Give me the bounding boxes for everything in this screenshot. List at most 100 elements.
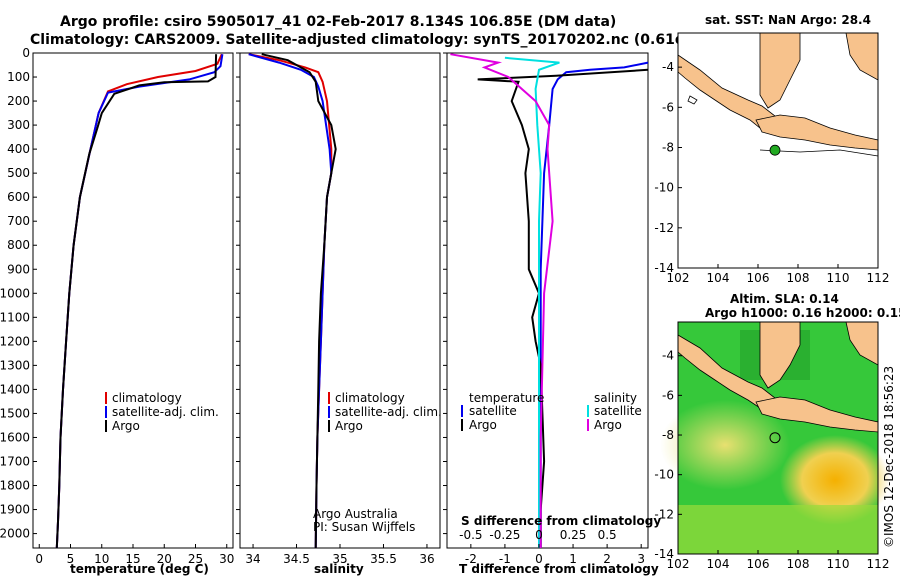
credit-argo-australia: Argo Australia [313,507,398,521]
map-y-tick-label: -8 [662,428,674,442]
x-tick-label: 36 [419,552,434,566]
title-line-1: Argo profile: csiro 5905017_41 02-Feb-20… [60,14,616,30]
x-tick-label: 3 [637,552,645,566]
x-tick-label: -1 [499,552,511,566]
map-y-tick-label: -4 [662,60,674,74]
map-x-tick-label: 112 [867,557,890,571]
series-s-argo [450,53,554,548]
x-tick-label: 20 [157,552,172,566]
depth-tick-label: 1000 [0,286,30,300]
salinity-lines [248,53,337,549]
map-y-tick-label: -4 [662,349,674,363]
sla-high-patch-east [780,435,890,525]
x-tick-label: 0 [35,552,43,566]
series-s-satellite [504,56,560,548]
difference-legend: temperature satellite Argo salinity sate… [461,391,642,432]
sst-map-frame [677,32,879,269]
sla-map-axes: 102 104 106 108 110 112 -4 -6 -8 -10 -12 -14 [654,349,889,571]
x-tick-label: 30 [219,552,234,566]
depth-tick-label: 900 [7,262,30,276]
depth-tick-label: 2000 [0,527,30,541]
map-y-tick-label: -14 [654,261,674,275]
s-diff-tick-label: -0.5 [459,528,482,542]
depth-tick-label: 1100 [0,310,30,324]
map-y-tick-label: -12 [654,507,674,521]
depth-tick-label: 300 [7,118,30,132]
x-tick-label: 0 [535,552,543,566]
x-tick-label: 1 [569,552,577,566]
map-x-tick-label: 112 [867,271,890,285]
x-tick-label: 34.5 [283,552,310,566]
series-argo [55,54,218,549]
legend-t-satellite-label: satellite [469,404,517,418]
map-x-tick-label: 102 [667,557,690,571]
series-t-satellite [539,61,649,548]
depth-tick-label: 600 [7,190,30,204]
sla-map-title-2: Argo h1000: 0.16 h2000: 0.15 [705,306,900,320]
argo-float-marker [769,144,781,156]
legend-climatology-label: climatology [335,391,405,405]
depth-tick-label: 1300 [0,358,30,372]
salinity-plot-frame [239,52,441,549]
map-y-tick-label: -6 [662,388,674,402]
s-diff-tick-label: -0.25 [489,528,520,542]
temperature-x-axis: 0 5 10 15 20 25 30 [35,544,234,566]
depth-tick-label: 0 [22,46,30,60]
legend-s-satellite-label: satellite [594,404,642,418]
x-tick-label: 10 [94,552,109,566]
legend-s-argo-label: Argo [594,418,622,432]
depth-tick-label: 500 [7,166,30,180]
s-diff-tick-label: 0.5 [598,528,617,542]
map-y-tick-label: -14 [654,547,674,561]
depth-tick-label: 700 [7,214,30,228]
imos-credit: ©IMOS 12-Dec-2018 18:56:23 [882,366,896,548]
map-x-tick-label: 106 [747,557,770,571]
x-tick-label: 34 [245,552,260,566]
map-x-tick-label: 102 [667,271,690,285]
bathymetry-contour [687,95,698,105]
legend-climatology-label: climatology [112,391,182,405]
series-t-argo [477,68,649,548]
difference-x-axis: -2 -1 0 1 2 3 [465,544,645,566]
s-diff-tick-label: 0.25 [560,528,587,542]
map-x-tick-label: 106 [747,271,770,285]
sla-south-band [678,505,878,554]
x-tick-label: -2 [465,552,477,566]
depth-tick-label: 1700 [0,454,30,468]
salinity-x-axis: 34 34.5 35 35.5 36 [245,544,435,566]
depth-tick-label: 1500 [0,406,30,420]
s-diff-tick-label: 0 [535,528,543,542]
legend-satellite-label: satellite-adj. clim. [112,405,219,419]
series-climatology [55,53,223,549]
temperature-legend: climatology satellite-adj. clim. Argo [105,391,219,433]
depth-tick-label: 400 [7,142,30,156]
depth-tick-label: 1200 [0,334,30,348]
map-y-tick-label: -12 [654,221,674,235]
sst-map [677,32,879,269]
map-x-tick-label: 104 [707,271,730,285]
legend-argo-label: Argo [112,419,140,433]
series-climatology [248,53,333,549]
salinity-legend: climatology satellite-adj. clim. Argo [328,391,442,433]
depth-tick-label: 1900 [0,503,30,517]
temperature-xlabel: temperature (deg C) [70,562,209,576]
x-tick-label: 5 [67,552,75,566]
x-tick-label: 2 [603,552,611,566]
argo-float-marker [769,432,781,444]
series-satellite-adj-clim- [55,54,224,549]
map-x-tick-label: 110 [827,271,850,285]
legend-satellite-label: satellite-adj. clim. [335,405,442,419]
sla-high-patch-west [660,400,790,490]
difference-top-label: S difference from climatology [461,514,661,528]
legend-temperature-heading: temperature [469,391,544,405]
title-line-2: Climatology: CARS2009. Satellite-adjuste… [30,32,748,48]
salinity-xlabel: salinity [314,562,364,576]
map-x-tick-label: 110 [827,557,850,571]
map-y-tick-label: -6 [662,100,674,114]
depth-axis: 0 100 200 300 400 500 600 700 800 900 1000 1100 1200… [0,46,447,541]
legend-t-argo-label: Argo [469,418,497,432]
map-y-tick-label: -10 [654,181,674,195]
map-x-tick-label: 108 [787,557,810,571]
depth-tick-label: 1800 [0,479,30,493]
map-x-tick-label: 104 [707,557,730,571]
